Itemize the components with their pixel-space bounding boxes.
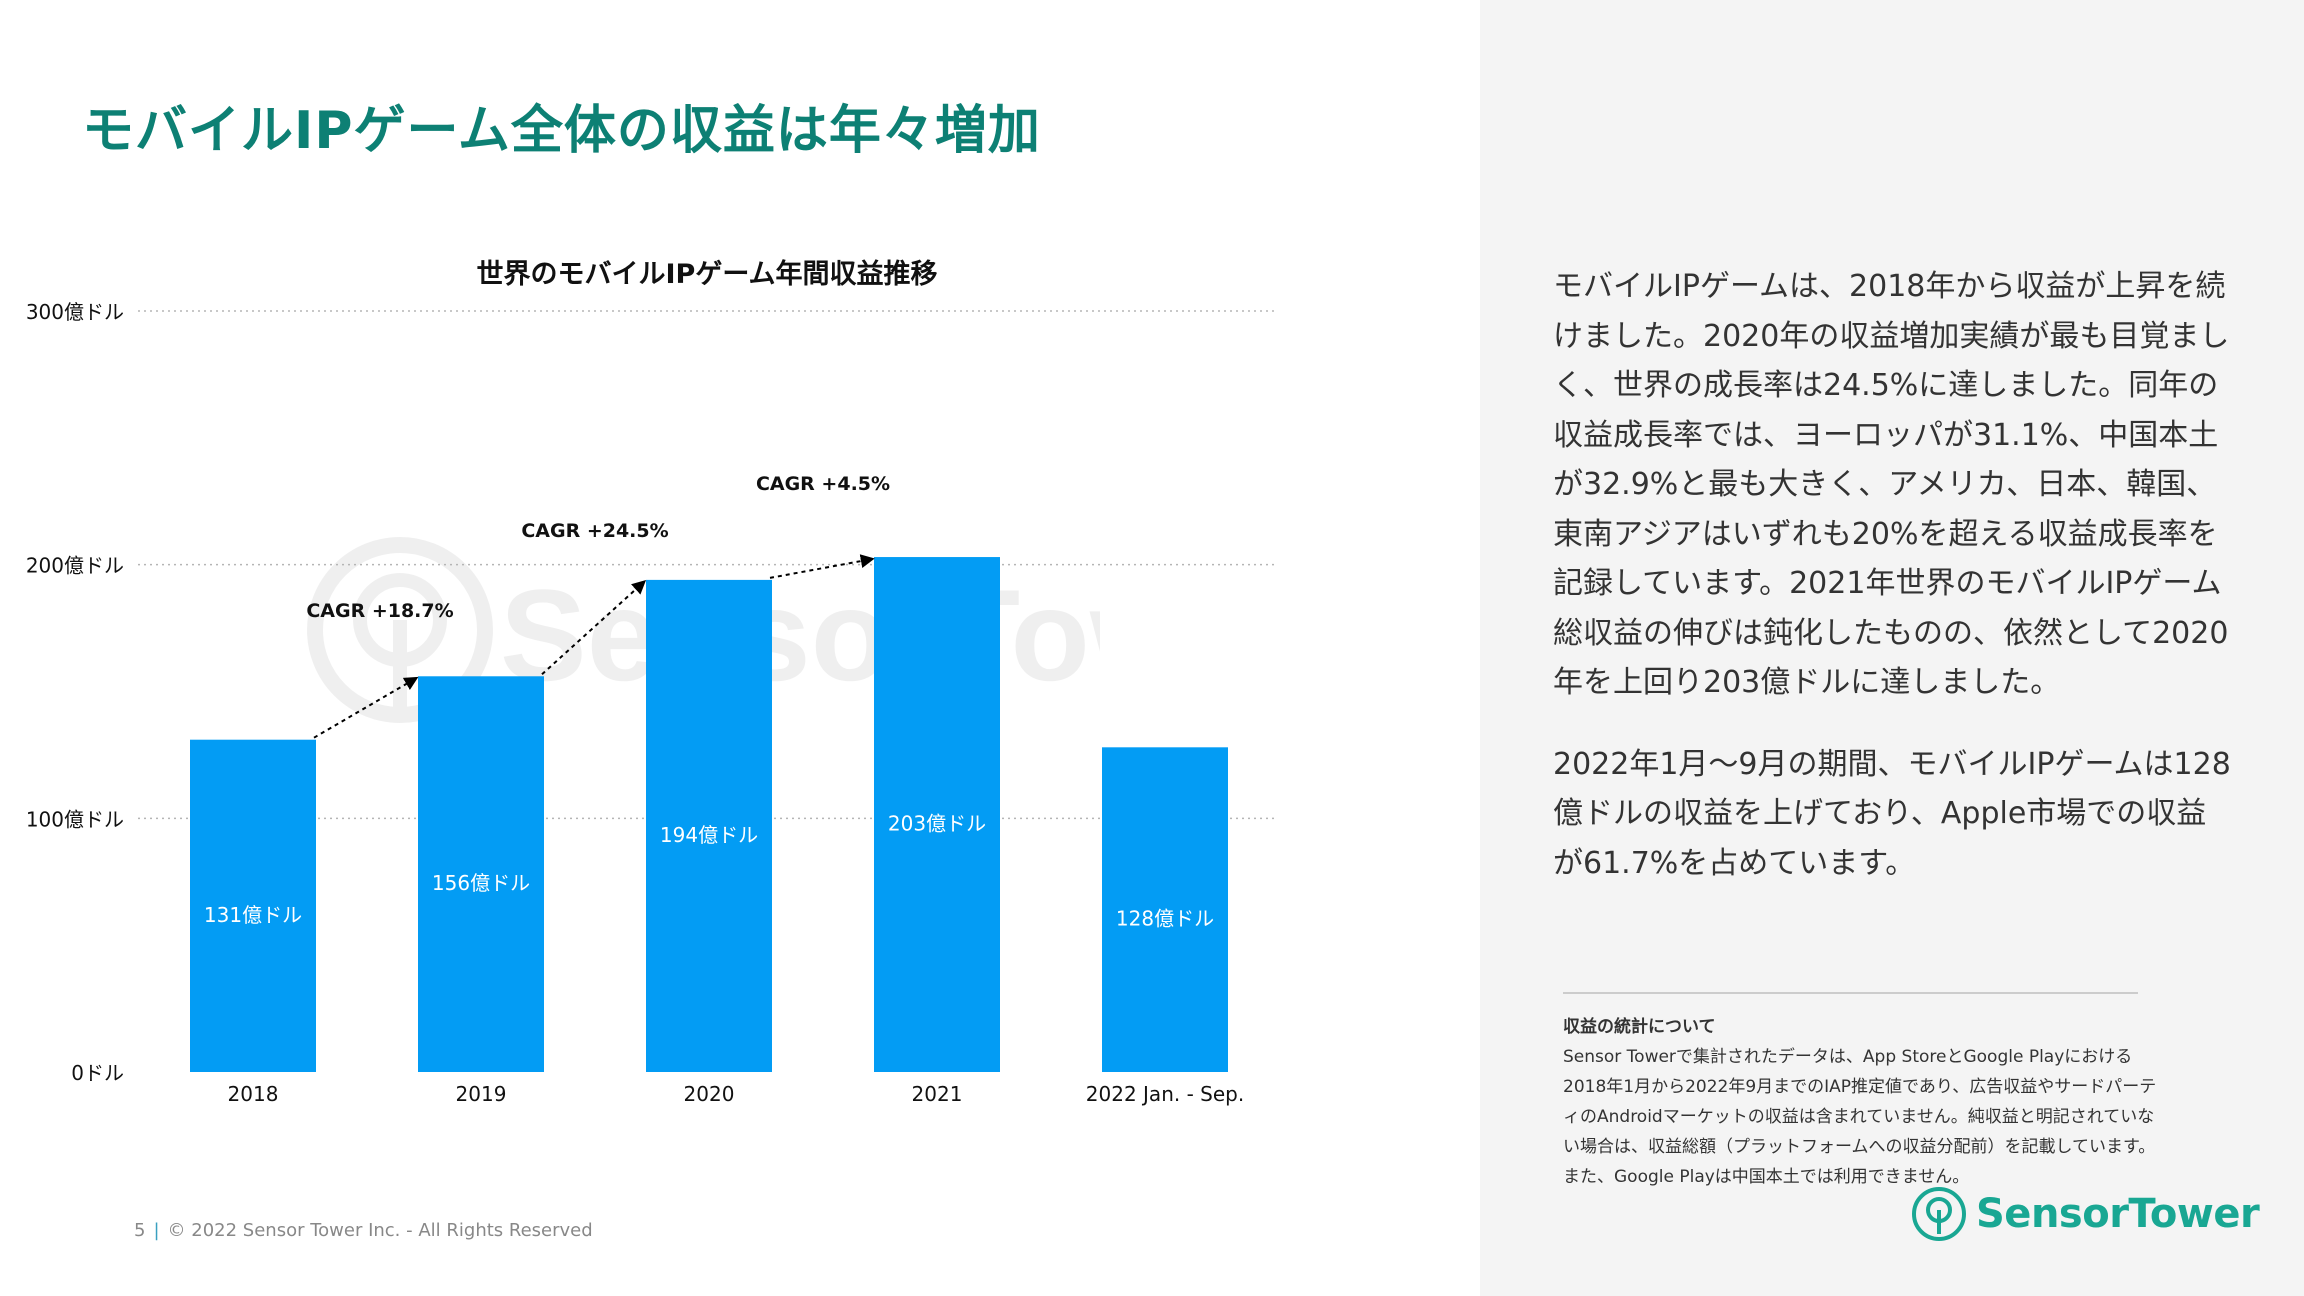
x-tick-label: 2021 <box>912 1082 963 1106</box>
divider <box>1563 992 2138 994</box>
notes-body: Sensor Towerで集計されたデータは、App StoreとGoogle … <box>1563 1047 2157 1187</box>
cagr-arrow-2 <box>769 554 875 579</box>
description-paragraph-1: モバイルIPゲームは、2018年から収益が上昇を続けました。2020年の収益増加… <box>1553 269 2230 700</box>
bar-value-label: 131億ドル <box>204 903 302 927</box>
footer: 5 | © 2022 Sensor Tower Inc. - All Rights … <box>134 1220 593 1241</box>
revenue-notes: 収益の統計について Sensor Towerで集計されたデータは、App Sto… <box>1563 1012 2163 1192</box>
page-number: 5 <box>134 1220 146 1241</box>
bar-2 <box>646 579 772 1072</box>
cagr-arrow-1 <box>541 580 647 676</box>
bar-value-label: 203億ドル <box>888 812 986 836</box>
bar-value-label: 128億ドル <box>1116 907 1214 931</box>
bar-1 <box>418 676 544 1072</box>
bar-value-label: 156億ドル <box>432 871 530 895</box>
cagr-arrow-0 <box>313 676 419 739</box>
x-tick-label: 2020 <box>684 1082 735 1106</box>
y-tick-label: 100億ドル <box>26 807 124 831</box>
bar-value-label: 194億ドル <box>660 823 758 847</box>
page-title: モバイルIPゲーム全体の収益は年々増加 <box>82 101 1041 161</box>
chart-title: 世界のモバイルIPゲーム年間収益推移 <box>476 259 938 290</box>
sensor-tower-logo: SensorTower <box>1910 1185 2260 1243</box>
cagr-label: CAGR +4.5% <box>756 473 890 495</box>
bar-4 <box>1102 747 1228 1072</box>
description: モバイルIPゲームは、2018年から収益が上昇を続けました。2020年の収益増加… <box>1553 262 2233 920</box>
x-tick-label: 2022 Jan. - Sep. <box>1086 1082 1244 1106</box>
logo-text: SensorTower <box>1976 1191 2260 1237</box>
y-tick-label: 300億ドル <box>26 300 124 324</box>
cagr-label: CAGR +18.7% <box>306 600 453 622</box>
revenue-bar-chart: 0ドル 100億ドル 200億ドル 300億ドル 131億ドル 2018 156億ドル 201… <box>26 300 1278 1106</box>
description-paragraph-2: 2022年1月〜9月の期間、モバイルIPゲームは128億ドルの収益を上げており、… <box>1553 746 2231 881</box>
notes-title: 収益の統計について <box>1563 1017 1716 1037</box>
sensor-tower-logo-icon <box>1912 1187 1966 1241</box>
x-tick-label: 2019 <box>456 1082 507 1106</box>
bar-3 <box>874 557 1000 1072</box>
right-panel <box>1480 0 2304 1296</box>
copyright: © 2022 Sensor Tower Inc. - All Rights Re… <box>167 1220 593 1241</box>
bar-0 <box>190 739 316 1072</box>
cagr-label: CAGR +24.5% <box>521 520 668 542</box>
y-tick-label: 0ドル <box>71 1061 124 1085</box>
x-tick-label: 2018 <box>228 1082 279 1106</box>
y-tick-label: 200億ドル <box>26 554 124 578</box>
footer-separator: | <box>153 1220 160 1241</box>
